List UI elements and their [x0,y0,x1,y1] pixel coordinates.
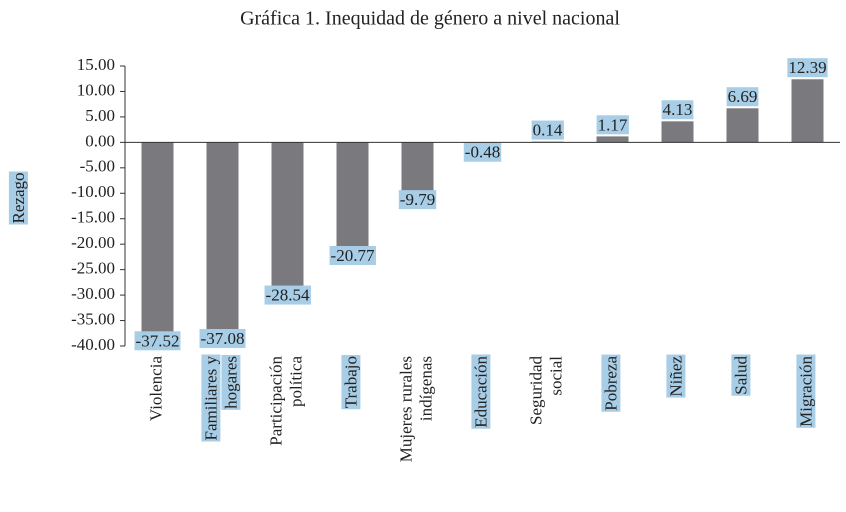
bar [791,79,824,143]
y-tick-label: -35.00 [71,309,115,328]
x-tick-label: Educación [471,356,490,428]
y-tick-label: -25.00 [71,259,115,278]
label-highlight [199,329,246,349]
label-highlight [531,120,564,140]
label-highlight [8,171,28,225]
data-label: -0.48 [465,143,500,162]
label-highlight [666,354,686,398]
y-tick-label: -10.00 [71,182,115,201]
data-label: -28.54 [266,286,310,305]
data-label: 4.13 [663,100,693,119]
label-highlight [601,354,621,412]
label-highlight [731,354,751,396]
label-highlight [398,190,437,210]
y-tick-label: 15.00 [77,55,115,74]
y-tick-label: 0.00 [85,131,115,150]
bar [401,142,434,193]
y-tick-label: 10.00 [77,80,115,99]
y-tick-label: -40.00 [71,335,115,354]
label-highlight [726,87,759,107]
data-label: -37.52 [136,331,180,350]
bar [596,136,629,143]
y-tick-label: -20.00 [71,233,115,252]
data-label: 12.39 [788,58,826,77]
label-highlight [787,58,828,78]
y-axis-title: Rezago [9,173,28,224]
x-tick-label: Salud [731,356,750,395]
y-tick-label: 5.00 [85,106,115,125]
label-highlight [471,354,491,429]
y-tick-label: -30.00 [71,284,115,303]
x-tick-label: Participación [266,356,285,446]
x-tick-label: social [546,356,565,396]
x-tick-label: Pobreza [601,356,620,411]
chart-title: Gráfica 1. Inequidad de género a nivel n… [240,8,620,30]
data-label: 6.69 [728,87,758,106]
label-highlight [341,355,361,410]
label-highlight [661,100,694,120]
label-highlight [201,354,221,442]
bar [336,142,369,249]
x-tick-label: Seguridad [526,356,545,425]
x-tick-label: hogares [221,356,240,409]
bar [271,142,304,288]
x-tick-label: Migración [796,356,815,427]
y-tick-label: -15.00 [71,208,115,227]
label-highlight [463,142,502,162]
x-tick-label: Trabajo [341,356,360,408]
label-highlight [796,354,816,428]
label-highlight [596,115,629,135]
x-tick-label: política [286,356,305,407]
x-tick-label: Familiares y [201,356,220,441]
label-highlight [264,285,311,305]
bar [726,108,759,143]
bar [206,142,239,332]
bar [141,142,174,334]
data-label: 1.17 [598,115,628,134]
data-label: -37.08 [201,329,245,348]
label-highlight [221,355,241,410]
data-label: -20.77 [331,246,375,265]
x-tick-label: Niñez [666,356,685,397]
data-label: -9.79 [400,190,435,209]
label-highlight [134,331,181,351]
bar [661,121,694,143]
x-tick-label: Violencia [146,356,165,422]
x-tick-label: indígenas [416,356,435,421]
x-tick-label: Mujeres rurales [396,356,415,462]
y-tick-label: -5.00 [80,157,115,176]
data-label: 0.14 [533,121,563,140]
label-highlight [329,246,376,266]
